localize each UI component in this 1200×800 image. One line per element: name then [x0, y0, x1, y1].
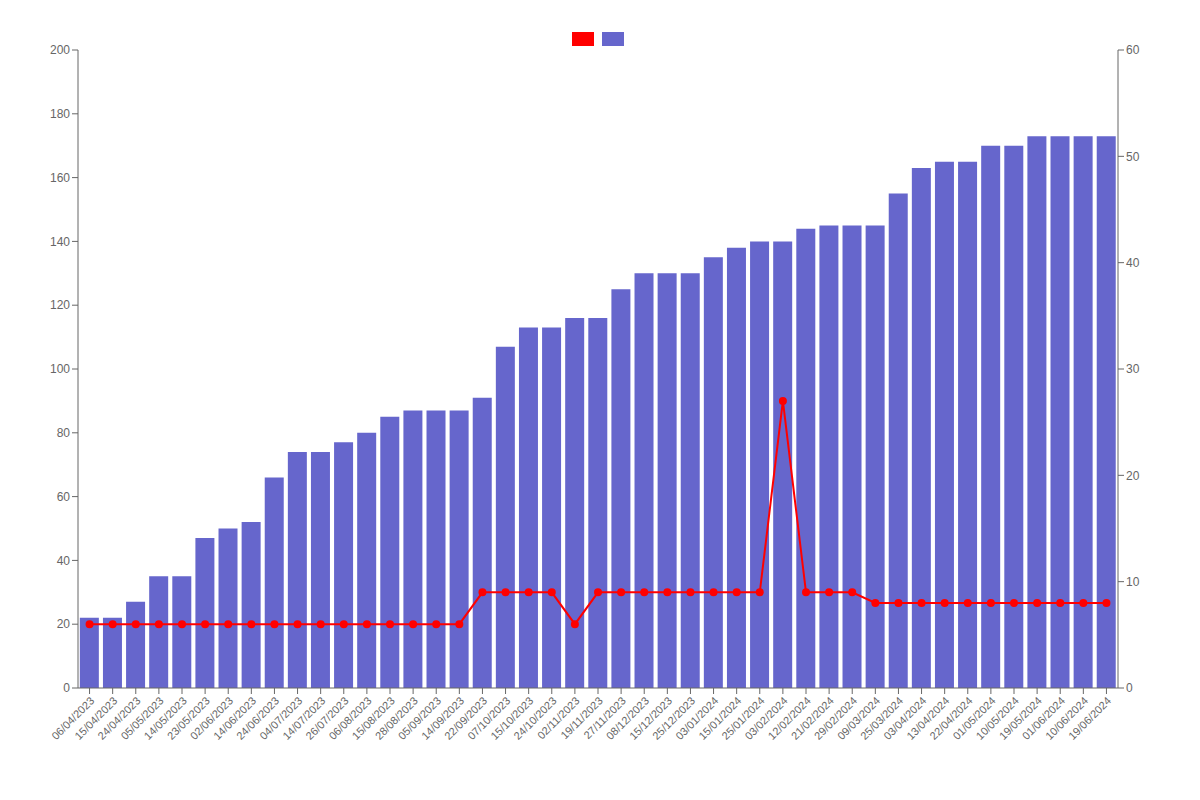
svg-text:03/01/2024: 03/01/2024 [673, 694, 721, 742]
svg-text:20: 20 [57, 617, 71, 631]
svg-text:05/09/2023: 05/09/2023 [395, 694, 444, 742]
svg-text:19/11/2023: 19/11/2023 [558, 694, 605, 742]
svg-text:15/08/2023: 15/08/2023 [349, 694, 397, 742]
svg-text:15/10/2023: 15/10/2023 [488, 694, 536, 742]
svg-text:13/04/2024: 13/04/2024 [904, 694, 952, 742]
svg-text:14/05/2023: 14/05/2023 [141, 694, 189, 742]
svg-text:160: 160 [50, 171, 70, 185]
svg-text:100: 100 [50, 362, 70, 376]
svg-text:06/08/2023: 06/08/2023 [326, 694, 374, 742]
svg-text:15/12/2023: 15/12/2023 [626, 694, 675, 742]
svg-text:30: 30 [1126, 362, 1140, 376]
svg-text:120: 120 [50, 298, 70, 312]
svg-text:19/06/2024: 19/06/2024 [1066, 694, 1113, 741]
svg-text:200: 200 [50, 43, 70, 57]
svg-text:04/07/2023: 04/07/2023 [257, 694, 305, 742]
svg-text:15/04/2023: 15/04/2023 [72, 694, 120, 742]
svg-text:03/02/2024: 03/02/2024 [742, 694, 790, 742]
svg-text:25/01/2024: 25/01/2024 [719, 694, 767, 742]
svg-text:0: 0 [63, 681, 70, 695]
svg-text:01/06/2024: 01/06/2024 [1019, 694, 1068, 742]
svg-text:140: 140 [50, 235, 70, 249]
svg-text:25/12/2023: 25/12/2023 [650, 694, 698, 742]
svg-text:19/05/2024: 19/05/2024 [996, 694, 1044, 742]
svg-text:24/06/2023: 24/06/2023 [234, 694, 282, 742]
svg-text:14/06/2023: 14/06/2023 [210, 694, 259, 742]
svg-text:14/09/2023: 14/09/2023 [418, 694, 467, 742]
svg-text:20: 20 [1126, 469, 1140, 483]
svg-text:180: 180 [50, 107, 70, 121]
svg-text:0: 0 [1126, 681, 1133, 695]
svg-text:22/04/2024: 22/04/2024 [927, 694, 975, 742]
svg-text:10/05/2024: 10/05/2024 [973, 694, 1021, 742]
svg-text:24/10/2023: 24/10/2023 [511, 694, 559, 742]
svg-text:80: 80 [57, 426, 71, 440]
svg-text:12/02/2024: 12/02/2024 [765, 694, 813, 742]
svg-text:26/07/2023: 26/07/2023 [303, 694, 351, 742]
svg-text:03/04/2024: 03/04/2024 [881, 694, 929, 742]
svg-text:07/10/2023: 07/10/2023 [465, 694, 513, 742]
svg-text:05/05/2023: 05/05/2023 [118, 694, 166, 742]
svg-text:14/07/2023: 14/07/2023 [280, 694, 328, 742]
svg-text:25/03/2024: 25/03/2024 [858, 694, 906, 742]
svg-text:21/02/2024: 21/02/2024 [788, 694, 836, 742]
svg-text:02/11/2023: 02/11/2023 [535, 694, 582, 742]
svg-text:40: 40 [57, 554, 71, 568]
svg-text:60: 60 [1126, 43, 1140, 57]
svg-text:22/09/2023: 22/09/2023 [442, 694, 490, 742]
svg-text:23/05/2023: 23/05/2023 [164, 694, 212, 742]
svg-text:40: 40 [1126, 256, 1140, 270]
svg-text:02/06/2023: 02/06/2023 [187, 694, 236, 742]
svg-text:29/02/2024: 29/02/2024 [811, 694, 860, 742]
svg-text:28/08/2023: 28/08/2023 [372, 694, 420, 742]
svg-text:01/05/2024: 01/05/2024 [950, 694, 998, 742]
svg-text:10/06/2024: 10/06/2024 [1042, 694, 1091, 742]
svg-text:24/04/2023: 24/04/2023 [95, 694, 143, 742]
svg-text:60: 60 [57, 490, 71, 504]
svg-text:50: 50 [1126, 150, 1140, 164]
svg-text:09/03/2024: 09/03/2024 [834, 694, 883, 742]
svg-text:10: 10 [1126, 575, 1140, 589]
svg-text:06/04/2023: 06/04/2023 [49, 694, 97, 742]
svg-text:08/12/2023: 08/12/2023 [603, 694, 652, 742]
svg-text:15/01/2024: 15/01/2024 [696, 694, 744, 742]
svg-text:27/11/2023: 27/11/2023 [581, 694, 628, 742]
